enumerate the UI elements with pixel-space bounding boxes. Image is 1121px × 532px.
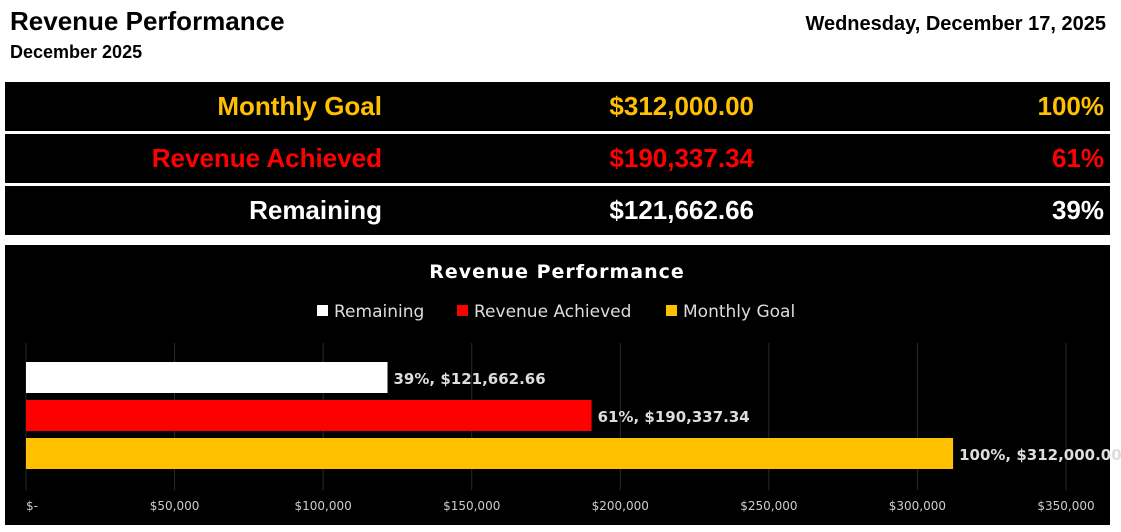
legend-label: Revenue Achieved <box>474 302 631 322</box>
legend-swatch <box>666 305 677 316</box>
row-label: Revenue Achieved <box>151 143 382 173</box>
legend-swatch <box>317 305 328 316</box>
bar-remaining <box>26 362 388 393</box>
legend-label: Monthly Goal <box>683 302 795 322</box>
data-label: 100%, $312,000.00 <box>959 446 1121 464</box>
x-tick-label: $200,000 <box>592 499 649 513</box>
legend-swatch <box>457 305 468 316</box>
x-tick-label: $350,000 <box>1037 499 1094 513</box>
bar-monthly-goal <box>26 438 954 469</box>
data-label: 39%, $121,662.66 <box>394 370 546 388</box>
chart-title: Revenue Performance <box>429 261 685 283</box>
x-tick-label: $300,000 <box>889 499 946 513</box>
row-percent: 100% <box>1037 91 1105 121</box>
summary-row-remaining: Remaining $121,662.66 39% <box>5 186 1110 235</box>
page-title: Revenue Performance <box>10 6 285 36</box>
bar-revenue-achieved <box>26 400 592 431</box>
summary-row-goal: Monthly Goal $312,000.00 100% <box>5 82 1110 131</box>
summary-row-achieved: Revenue Achieved $190,337.34 61% <box>5 134 1110 183</box>
legend-label: Remaining <box>334 302 424 322</box>
current-date: Wednesday, December 17, 2025 <box>805 13 1106 35</box>
row-label: Remaining <box>249 195 382 225</box>
row-amount: $121,662.66 <box>609 195 754 225</box>
chart-legend: Remaining Revenue Achieved Monthly Goal <box>317 302 795 322</box>
x-tick-label: $100,000 <box>295 499 352 513</box>
row-amount: $312,000.00 <box>609 91 754 121</box>
row-label: Monthly Goal <box>217 91 382 121</box>
x-tick-label: $50,000 <box>150 499 200 513</box>
x-tick-label: $150,000 <box>443 499 500 513</box>
x-tick-label: $250,000 <box>740 499 797 513</box>
row-percent: 61% <box>1051 143 1104 173</box>
x-tick-label: $- <box>26 499 38 513</box>
data-label: 61%, $190,337.34 <box>598 408 750 426</box>
row-amount: $190,337.34 <box>609 143 754 173</box>
page-subtitle: December 2025 <box>10 42 143 62</box>
row-percent: 39% <box>1051 195 1104 225</box>
